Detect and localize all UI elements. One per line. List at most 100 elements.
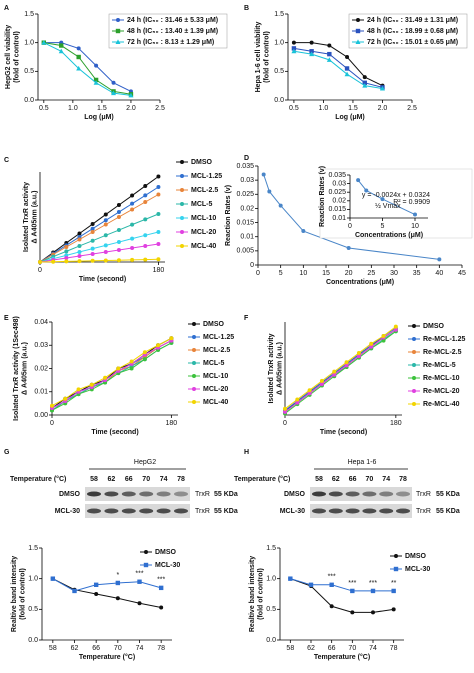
data-point xyxy=(143,193,148,198)
data-point xyxy=(371,610,375,615)
blot-band xyxy=(121,508,136,514)
data-point xyxy=(156,192,161,197)
data-point xyxy=(307,391,312,396)
blot-row-label: MCL-30 xyxy=(55,508,80,515)
blot-band xyxy=(379,508,394,514)
legend-marker xyxy=(192,335,196,339)
x-tick-label: 66 xyxy=(92,645,100,652)
data-point xyxy=(50,576,56,581)
blot-strip xyxy=(310,504,412,518)
data-point xyxy=(90,258,95,263)
y-tick-label: 0.5 xyxy=(266,606,276,613)
blot-size: 55 KDa xyxy=(436,508,460,515)
legend-label: MCL-40 xyxy=(203,399,228,406)
x-axis-label: Concentrations (μM) xyxy=(355,232,423,239)
data-point xyxy=(413,212,417,217)
x-axis-label: Time (second) xyxy=(79,276,126,283)
data-point xyxy=(111,90,117,96)
data-point xyxy=(64,245,69,249)
legend-label: MCL-5 xyxy=(203,360,224,367)
blot-temperature: 78 xyxy=(177,476,185,483)
x-tick-label: 0.5 xyxy=(39,105,49,112)
legend-label: 48 h (IC₅₀ : 13.40 ± 1.39 μM) xyxy=(127,28,218,35)
legend-label: Re-MCL-2.5 xyxy=(423,349,462,356)
x-axis-label: Time (second) xyxy=(320,429,367,436)
data-point xyxy=(370,588,376,594)
panel-letter: C xyxy=(4,157,9,164)
data-point xyxy=(393,327,398,332)
data-point xyxy=(142,357,147,362)
data-point xyxy=(362,80,367,85)
legend-label: MCL-1.25 xyxy=(203,334,234,341)
blot-strip xyxy=(85,487,190,501)
blot-temperature: 62 xyxy=(108,476,116,483)
legend-label: MCL-30 xyxy=(405,566,430,573)
series-line xyxy=(39,213,159,263)
data-point xyxy=(283,406,287,411)
series-line xyxy=(284,330,397,414)
data-point xyxy=(63,396,68,401)
legend-marker xyxy=(192,400,196,404)
y-tick-label: 0.0 xyxy=(266,637,276,644)
blot-band xyxy=(312,491,326,497)
data-point xyxy=(90,222,95,227)
data-point xyxy=(381,338,386,343)
y-axis-label: HepG2 cell viability xyxy=(5,25,12,89)
x-tick-label: 180 xyxy=(153,267,165,274)
data-point xyxy=(319,378,324,383)
data-point xyxy=(362,75,367,80)
legend-marker xyxy=(192,322,196,326)
data-point xyxy=(350,610,355,615)
x-tick-label: 5 xyxy=(279,270,283,277)
data-point xyxy=(130,222,135,227)
legend-marker xyxy=(180,160,184,164)
data-point xyxy=(111,80,116,85)
y-tick-label: 0.0 xyxy=(24,97,34,104)
legend-marker xyxy=(144,550,148,554)
data-point xyxy=(295,400,300,405)
x-tick-label: 0 xyxy=(38,267,42,274)
blot-temperature: 74 xyxy=(382,476,390,483)
legend-label: DMSO xyxy=(203,321,225,328)
y-axis-label: Δ A405nm (a.u.) xyxy=(276,342,283,395)
data-point xyxy=(143,233,148,238)
data-point xyxy=(332,369,337,374)
blot-band xyxy=(156,508,171,514)
legend-label: MCL-10 xyxy=(191,215,216,222)
y-axis-label: Realtive band intensity xyxy=(249,556,256,632)
significance-label: *** xyxy=(369,580,377,587)
series-line xyxy=(293,42,383,87)
legend-marker xyxy=(412,389,416,393)
data-point xyxy=(130,207,135,212)
y-tick-label: 0.035 xyxy=(328,172,346,179)
blot-protein: TrxR xyxy=(195,491,210,498)
legend-marker xyxy=(412,402,416,406)
y-tick-label: 0.01 xyxy=(34,389,48,396)
legend-label: DMSO xyxy=(191,159,213,166)
x-tick-label: 66 xyxy=(328,645,336,652)
data-point xyxy=(350,588,355,594)
blot-band xyxy=(328,508,343,514)
y-tick-label: 0.00 xyxy=(34,412,48,419)
y-tick-label: 0.5 xyxy=(28,606,38,613)
series-line xyxy=(51,342,172,411)
data-point xyxy=(380,197,385,202)
series-line xyxy=(51,337,172,409)
data-point xyxy=(90,238,95,243)
data-point xyxy=(159,605,164,610)
series-line xyxy=(39,176,159,263)
series-line xyxy=(51,340,172,409)
blot-band xyxy=(396,491,410,497)
legend-marker xyxy=(180,202,184,206)
y-axis-label: (fold of control) xyxy=(19,568,26,620)
x-tick-label: 2.0 xyxy=(126,105,136,112)
data-point xyxy=(393,324,398,329)
blot-band xyxy=(87,491,101,497)
data-point xyxy=(391,588,396,594)
x-axis-label: Concentrations (μM) xyxy=(326,279,394,286)
inset-frame xyxy=(319,168,473,239)
data-point xyxy=(369,344,374,349)
data-point xyxy=(76,65,82,71)
blot-size: 55 KDa xyxy=(436,491,460,498)
y-axis-label: (fold of control) xyxy=(257,568,264,620)
